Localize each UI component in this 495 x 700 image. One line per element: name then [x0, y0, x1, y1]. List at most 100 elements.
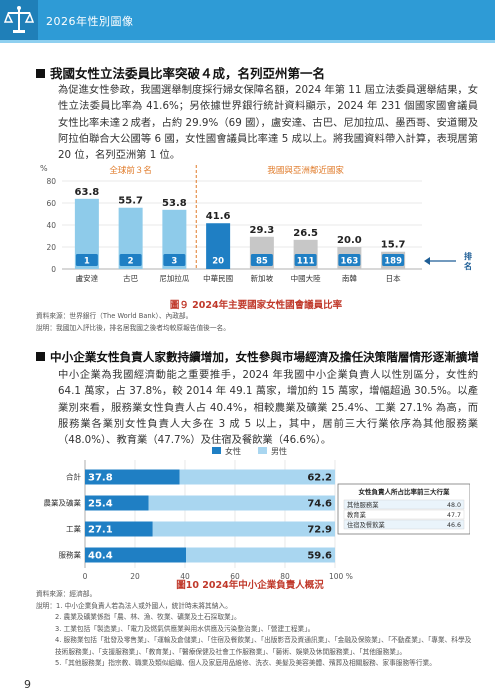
section1-heading: 我國女性立法委員比率突破４成，名列亞州第一名 — [36, 63, 476, 82]
rank-label: 111 — [297, 257, 315, 267]
rank-label: 189 — [384, 257, 402, 267]
bar-male — [152, 521, 335, 537]
female-value-label: 40.4 — [88, 551, 113, 562]
category-label: 日本 — [386, 273, 401, 283]
chart2-x-ticks: 0 20 40 60 80 100 % — [83, 572, 353, 581]
category-label: 中華民國 — [203, 273, 233, 283]
chart2-legend: 女性 男性 — [212, 446, 287, 456]
x-tick-label: 20 — [130, 572, 140, 581]
bar-value-label: 15.7 — [381, 240, 406, 251]
category-label: 新加坡 — [251, 273, 274, 283]
scales-icon — [4, 6, 34, 33]
y-tick-label: 0 — [51, 265, 56, 274]
chart2-note-3: 3. 工業包括「製造業」、「電力及燃氣供應業與用水供應及污染整治業」、「營建工程… — [55, 624, 315, 633]
chart2-caption: 圖10 2024年中小企業負責人概況 — [176, 580, 324, 591]
male-value-label: 59.6 — [307, 551, 332, 562]
chart2-notes: 資料來源：經濟部。 說明：1. 中小企業負責人若為法人或外國人，統計時未將其納入… — [36, 589, 476, 670]
legend-swatch-female — [212, 447, 221, 454]
rank-box — [207, 254, 230, 266]
top3-row-name: 教育業 — [347, 510, 367, 519]
bar-male — [186, 547, 335, 563]
rank-label: 85 — [256, 257, 268, 267]
top3-row — [343, 509, 465, 520]
category-label: 盧安達 — [76, 273, 99, 283]
rank-box — [75, 254, 98, 266]
top3-row — [343, 499, 465, 510]
chart1-y-ticks: 0 20 40 60 80 — [46, 177, 56, 274]
bar-male — [148, 495, 335, 511]
category-label: 合計 — [66, 472, 81, 482]
female-value-label: 27.1 — [88, 525, 113, 536]
rank-box — [119, 254, 142, 266]
bar-value-label: 41.6 — [206, 211, 231, 222]
rank-label: 2 — [128, 257, 134, 267]
y-tick-label: 40 — [46, 221, 56, 230]
top3-row — [343, 519, 465, 530]
bar-value-label: 20.0 — [337, 235, 362, 246]
chart1-y-unit: % — [40, 165, 48, 173]
bullet-square-icon — [36, 352, 45, 361]
bar-female — [85, 469, 180, 485]
legend-swatch-male — [258, 447, 267, 454]
top3-rows: 其他服務業 48.0 教育業 47.7 住宿及餐飲業 46.6 — [343, 499, 465, 530]
rank-box — [382, 254, 405, 266]
category-label: 古巴 — [123, 273, 138, 283]
bar-female — [85, 547, 186, 563]
page-header: 2026年性別圖像 — [0, 0, 495, 43]
top3-industry-box: 女性負責人所占比率前三大行業 其他服務業 48.0 教育業 47.7 住宿及餐飲業 46.… — [337, 483, 470, 535]
male-value-label: 74.6 — [307, 499, 332, 510]
top3-row-value: 46.6 — [447, 522, 461, 529]
rank-box — [250, 254, 273, 266]
rank-label: 1 — [84, 257, 90, 267]
chart1-group-label-top3: 全球前３名 — [109, 165, 152, 176]
bar-value-label: 55.7 — [118, 196, 143, 207]
chart1-notes: 資料來源：世界銀行（The World Bank）、內政部。 說明：我國加入評比… — [36, 311, 476, 334]
top3-row-value: 48.0 — [447, 502, 461, 509]
bar-value-label: 29.3 — [250, 225, 275, 236]
x-tick-label: 60 — [230, 572, 240, 581]
chart-female-parliament: 0 20 40 60 80 % 全球前３名 我國與亞洲鄰近國家 63.8 1 盧安達 55.7… — [40, 165, 472, 283]
chart2-note-0: 資料來源：經濟部。 — [36, 590, 97, 598]
section2-paragraph: 中小企業為我國經濟動能之重要推手，2024 年我國中小企業負責人以性別區分，女性… — [58, 369, 478, 447]
y-tick-label: 80 — [46, 177, 56, 186]
top3-row-value: 47.7 — [447, 512, 461, 519]
bullet-square-icon — [36, 69, 45, 78]
rank-box — [294, 254, 317, 266]
bar-male — [179, 469, 335, 485]
header-title: 2026年性別圖像 — [46, 15, 134, 28]
category-label: 尼加拉瓜 — [159, 273, 189, 283]
top3-row-name: 住宿及餐飲業 — [347, 520, 385, 529]
chart2-note-1: 說明：1. 中小企業負責人若為法人或外國人，統計時未將其納入。 — [36, 601, 232, 610]
chart2-note-2: 2. 農業及礦業係指「農、林、漁、牧業、礦業及土石採取業」。 — [55, 613, 241, 621]
chart-sme-owners: 女性 男性 37.8 62.2 合計 25.4 74.6 農業及礦業 27.1 72.9 工業 4… — [44, 446, 470, 581]
chart1-group-label-asia: 我國與亞洲鄰近國家 — [267, 165, 344, 176]
section2-heading: 中小企業女性負責人家數持續增加，女性參與市場經濟及擔任決策階層情形逐漸擴增 — [36, 349, 486, 365]
category-label: 南韓 — [342, 273, 357, 283]
x-tick-label: 100 % — [329, 572, 353, 581]
male-value-label: 62.2 — [307, 473, 332, 484]
top3-row-name: 其他服務業 — [347, 500, 379, 509]
chart1-caption: 圖９ 2024年主要國家女性國會議員比率 — [169, 300, 343, 311]
chart1-rank-arrow — [424, 257, 456, 265]
rank-label: 163 — [341, 257, 359, 267]
category-label: 服務業 — [59, 550, 82, 560]
bar-value-label: 53.8 — [162, 198, 187, 209]
y-tick-label: 20 — [46, 243, 56, 252]
bar-value-label: 63.8 — [75, 187, 100, 198]
category-label: 農業及礦業 — [44, 498, 82, 508]
header-accent-bar — [0, 40, 495, 43]
category-label: 工業 — [66, 524, 81, 534]
rank-box — [338, 254, 361, 266]
chart1-rank-label: 排名 — [464, 251, 472, 271]
legend-label-female: 女性 — [225, 446, 241, 456]
top3-title: 女性負責人所占比率前三大行業 — [359, 487, 451, 496]
y-tick-label: 60 — [46, 199, 56, 208]
rank-label: 3 — [171, 257, 177, 267]
rank-box — [163, 254, 186, 266]
bar-female — [85, 495, 149, 511]
bar-female — [85, 521, 153, 537]
x-tick-label: 80 — [280, 572, 290, 581]
section1-heading-text: 我國女性立法委員比率突破４成，名列亞州第一名 — [50, 66, 326, 81]
section2-heading-text: 中小企業女性負責人家數持續增加，女性參與市場經濟及擔任決策階層情形逐漸擴增 — [50, 350, 479, 364]
chart2-bars: 37.8 62.2 合計 25.4 74.6 農業及礦業 27.1 72.9 工業 40.4 59.… — [44, 469, 335, 563]
